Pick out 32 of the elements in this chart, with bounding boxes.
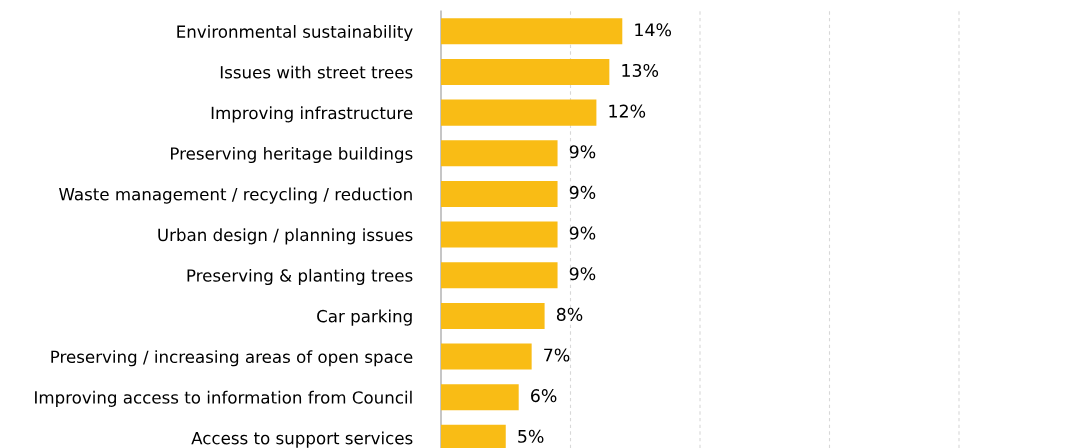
y-tick-label: Waste management / recycling / reduction — [59, 187, 412, 204]
y-tick-label: Preserving heritage buildings — [171, 146, 413, 164]
y-tick-label: Issues with street trees — [220, 65, 413, 79]
bar — [441, 58, 610, 85]
y-tick-label: Improving infrastructure — [211, 106, 413, 123]
y-tick-label: Preserving & planting trees — [187, 268, 413, 286]
y-tick-label: Preserving / increasing areas of open space — [51, 350, 413, 367]
data-label: 7% — [544, 348, 570, 362]
y-tick-label: Environmental sustainability — [177, 24, 413, 42]
bar — [441, 140, 558, 167]
y-tick-label: Improving access to information from Council — [35, 390, 412, 407]
data-label: 9% — [569, 145, 596, 159]
data-label: 9% — [569, 226, 596, 240]
bar — [441, 18, 623, 45]
data-label: 8% — [556, 307, 583, 321]
bar — [441, 99, 597, 126]
data-label: 9% — [569, 267, 596, 281]
y-tick-label: Access to support services — [191, 431, 413, 448]
data-label: 9% — [569, 185, 596, 199]
data-label: 14% — [635, 23, 672, 37]
bar — [441, 221, 558, 248]
bar — [441, 384, 519, 411]
bar — [441, 180, 558, 207]
y-tick-label: Urban design / planning issues — [158, 228, 413, 245]
bar — [441, 302, 545, 329]
bar — [441, 262, 558, 289]
data-label: 5% — [518, 429, 544, 443]
y-tick-label: Car parking — [317, 309, 412, 326]
data-label: 12% — [609, 104, 646, 118]
data-label: 13% — [622, 63, 659, 78]
bar — [441, 343, 532, 370]
data-label: 6% — [531, 389, 557, 403]
